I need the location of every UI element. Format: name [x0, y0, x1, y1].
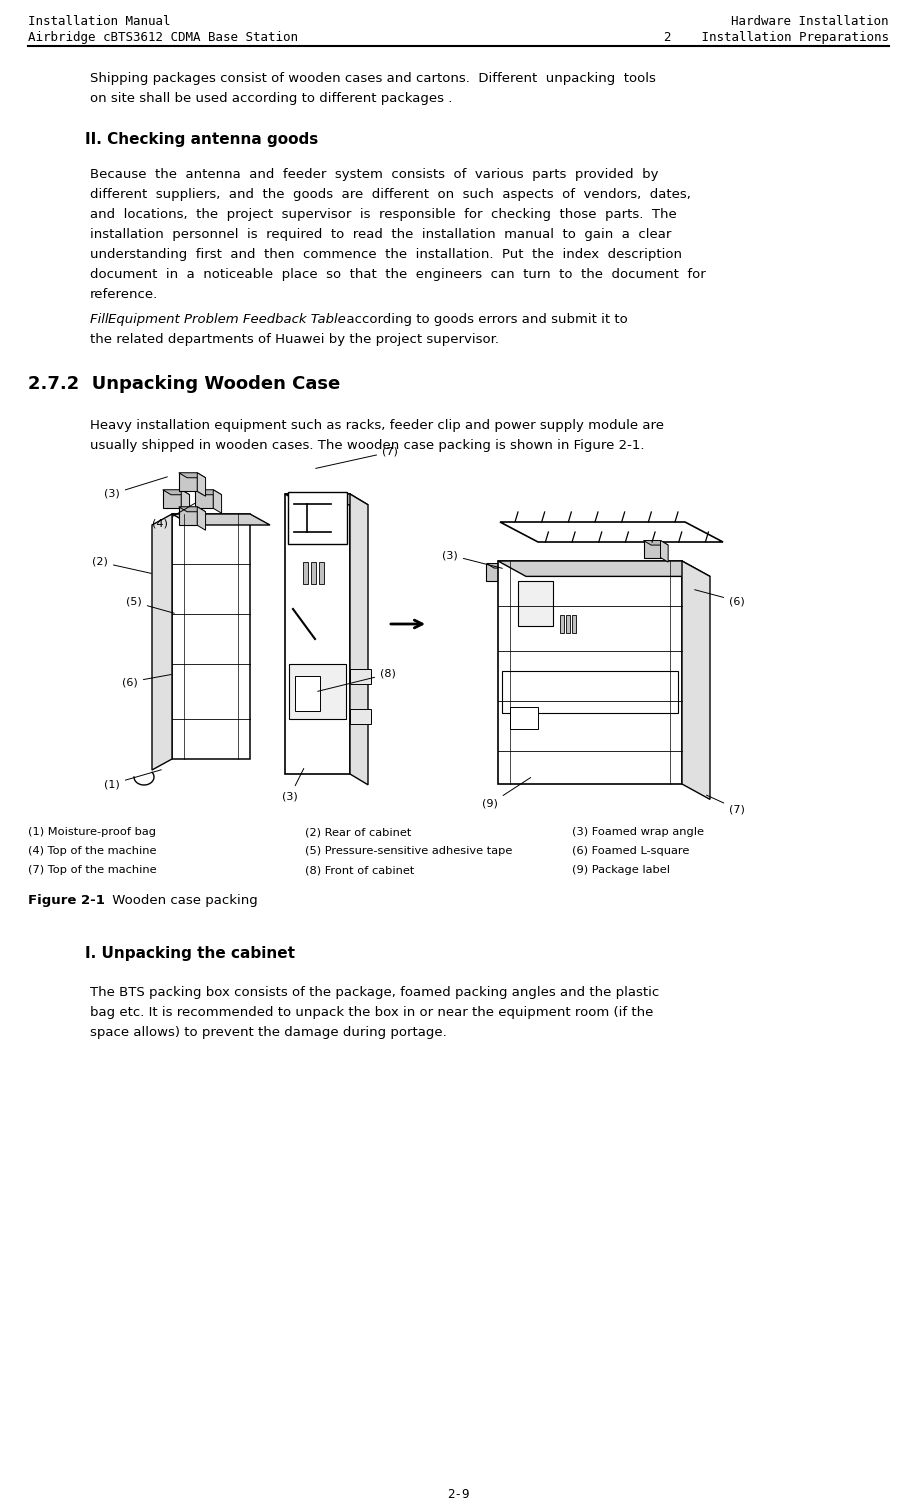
- Bar: [179, 507, 197, 525]
- Bar: [350, 669, 371, 684]
- Polygon shape: [179, 507, 205, 512]
- Polygon shape: [179, 473, 205, 477]
- Polygon shape: [644, 541, 668, 545]
- Text: Because  the  antenna  and  feeder  system  consists  of  various  parts  provid: Because the antenna and feeder system co…: [90, 168, 658, 181]
- Polygon shape: [285, 494, 368, 504]
- Text: II. Checking antenna goods: II. Checking antenna goods: [85, 131, 318, 146]
- Text: (9): (9): [482, 778, 531, 809]
- Text: (3): (3): [105, 477, 167, 498]
- Text: (2) Rear of cabinet: (2) Rear of cabinet: [305, 827, 412, 837]
- Polygon shape: [182, 489, 190, 513]
- Text: (6): (6): [695, 590, 745, 606]
- Bar: [295, 676, 320, 711]
- Text: (6) Foamed L-square: (6) Foamed L-square: [572, 846, 690, 856]
- Bar: [194, 489, 214, 509]
- Polygon shape: [197, 507, 205, 530]
- Text: 2.7.2  Unpacking Wooden Case: 2.7.2 Unpacking Wooden Case: [28, 374, 340, 393]
- Text: (3): (3): [282, 769, 304, 800]
- Bar: [498, 562, 682, 784]
- Polygon shape: [500, 522, 723, 542]
- Bar: [289, 664, 346, 719]
- Text: the related departments of Huawei by the project supervisor.: the related departments of Huawei by the…: [90, 334, 499, 346]
- Polygon shape: [197, 473, 205, 497]
- Text: (7) Top of the machine: (7) Top of the machine: [28, 865, 157, 874]
- Text: (7): (7): [706, 796, 745, 814]
- Text: Wooden case packing: Wooden case packing: [108, 894, 258, 908]
- Text: (4) Top of the machine: (4) Top of the machine: [28, 846, 157, 856]
- Bar: [518, 581, 553, 627]
- Text: (1) Moisture-proof bag: (1) Moisture-proof bag: [28, 827, 156, 837]
- Text: (6): (6): [122, 675, 171, 687]
- Polygon shape: [152, 513, 172, 770]
- Text: installation  personnel  is  required  to  read  the  installation  manual  to  : installation personnel is required to re…: [90, 228, 671, 242]
- Polygon shape: [498, 562, 710, 577]
- Text: (3) Foamed wrap angle: (3) Foamed wrap angle: [572, 827, 704, 837]
- Text: different  suppliers,  and  the  goods  are  different  on  such  aspects  of  v: different suppliers, and the goods are d…: [90, 189, 691, 201]
- Text: (9) Package label: (9) Package label: [572, 865, 670, 874]
- Text: on site shall be used according to different packages .: on site shall be used according to diffe…: [90, 92, 452, 106]
- Polygon shape: [172, 513, 270, 525]
- Text: Figure 2-1: Figure 2-1: [28, 894, 105, 908]
- Text: document  in  a  noticeable  place  so  that  the  engineers  can  turn  to  the: document in a noticeable place so that t…: [90, 267, 706, 281]
- Text: according to goods errors and submit it to: according to goods errors and submit it …: [338, 313, 628, 326]
- Text: Shipping packages consist of wooden cases and cartons.  Different  unpacking  to: Shipping packages consist of wooden case…: [90, 72, 656, 85]
- Text: Fill: Fill: [90, 313, 117, 326]
- Bar: [172, 513, 250, 760]
- Text: (8): (8): [317, 669, 396, 692]
- Text: I. Unpacking the cabinet: I. Unpacking the cabinet: [85, 945, 295, 960]
- Polygon shape: [503, 563, 511, 584]
- Text: 2-9: 2-9: [447, 1487, 470, 1501]
- Text: (5) Pressure-sensitive adhesive tape: (5) Pressure-sensitive adhesive tape: [305, 846, 513, 856]
- Bar: [572, 615, 576, 633]
- Bar: [288, 492, 347, 544]
- Text: Airbridge cBTS3612 CDMA Base Station: Airbridge cBTS3612 CDMA Base Station: [28, 32, 298, 44]
- Bar: [502, 670, 678, 713]
- Text: reference.: reference.: [90, 288, 159, 300]
- Bar: [162, 489, 182, 509]
- Polygon shape: [214, 489, 222, 513]
- Polygon shape: [350, 494, 368, 785]
- Polygon shape: [660, 541, 668, 562]
- Text: usually shipped in wooden cases. The wooden case packing is shown in Figure 2-1.: usually shipped in wooden cases. The woo…: [90, 439, 645, 451]
- Text: understanding  first  and  then  commence  the  installation.  Put  the  index  : understanding first and then commence th…: [90, 248, 682, 261]
- Text: The BTS packing box consists of the package, foamed packing angles and the plast: The BTS packing box consists of the pack…: [90, 986, 659, 1000]
- Polygon shape: [682, 562, 710, 799]
- Polygon shape: [162, 489, 190, 495]
- Bar: [487, 563, 503, 580]
- Text: (5): (5): [127, 596, 174, 613]
- Bar: [285, 494, 350, 775]
- Bar: [566, 615, 570, 633]
- Text: 2    Installation Preparations: 2 Installation Preparations: [664, 32, 889, 44]
- Bar: [560, 615, 564, 633]
- Text: (3): (3): [442, 550, 503, 568]
- Polygon shape: [487, 563, 511, 568]
- Text: Equipment Problem Feedback Table: Equipment Problem Feedback Table: [108, 313, 347, 326]
- Text: Heavy installation equipment such as racks, feeder clip and power supply module : Heavy installation equipment such as rac…: [90, 418, 664, 432]
- Text: Installation Manual: Installation Manual: [28, 15, 171, 29]
- Polygon shape: [194, 489, 222, 495]
- Text: (8) Front of cabinet: (8) Front of cabinet: [305, 865, 414, 874]
- Text: (7): (7): [315, 447, 398, 468]
- Text: space allows) to prevent the damage during portage.: space allows) to prevent the damage duri…: [90, 1025, 447, 1039]
- Bar: [179, 473, 197, 491]
- Text: (1): (1): [105, 770, 161, 790]
- Text: and  locations,  the  project  supervisor  is  responsible  for  checking  those: and locations, the project supervisor is…: [90, 208, 677, 220]
- Bar: [319, 562, 324, 584]
- Text: Hardware Installation: Hardware Installation: [732, 15, 889, 29]
- Bar: [510, 707, 538, 729]
- Bar: [350, 710, 371, 723]
- Bar: [644, 541, 660, 557]
- Text: bag etc. It is recommended to unpack the box in or near the equipment room (if t: bag etc. It is recommended to unpack the…: [90, 1006, 654, 1019]
- Text: (4): (4): [152, 503, 194, 528]
- Text: (2): (2): [92, 557, 151, 574]
- Bar: [311, 562, 316, 584]
- Bar: [303, 562, 308, 584]
